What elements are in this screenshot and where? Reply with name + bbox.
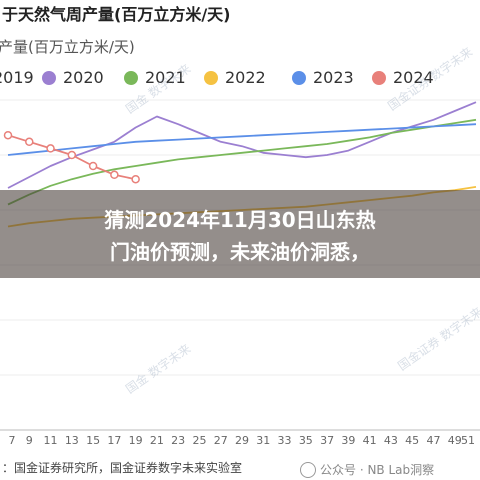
x-tick-label: 49: [447, 434, 462, 447]
banner-line-2: 门油价预测，未来油价洞悉，: [110, 240, 370, 264]
series-point-2024: [3, 130, 13, 140]
logo-text: 公众号 · NB Lab洞察: [320, 463, 435, 477]
legend-label: 2019: [0, 68, 34, 87]
series-point-2024: [88, 161, 98, 171]
x-tick-label: 23: [171, 434, 186, 447]
legend-label: 2023: [313, 68, 354, 87]
banner-line-1: 猜测2024年11月30日山东热: [104, 208, 376, 232]
legend-item-2019: 2019: [0, 66, 34, 90]
series-point-2024: [67, 150, 77, 160]
x-tick-label: 35: [298, 434, 313, 447]
series-point-2024: [46, 144, 55, 153]
x-tick-label: 17: [107, 434, 122, 447]
wechat-icon: [300, 461, 316, 478]
series-line-2023: [7, 123, 477, 156]
x-tick-label: 33: [277, 434, 292, 447]
x-tick-label: 43: [383, 434, 398, 447]
chart-subtitle: 产量(百万立方米/天): [0, 38, 135, 56]
series-point-2024: [25, 137, 34, 147]
series-line-2020: [7, 101, 477, 189]
legend-swatch: [372, 70, 386, 85]
x-tick-label: 15: [86, 434, 101, 447]
x-tick-label: 7: [8, 434, 16, 447]
legend-swatch: [42, 70, 56, 85]
legend-swatch: [204, 70, 218, 85]
x-tick-label: 11: [43, 434, 58, 447]
x-tick-label: 13: [64, 434, 79, 447]
series-line-2021: [7, 118, 477, 206]
x-tick-label: 27: [213, 434, 228, 447]
x-tick-label: 45: [405, 434, 420, 447]
x-tick-label: 21: [149, 434, 164, 447]
x-tick-label: 47: [426, 434, 441, 447]
series-point-2024: [110, 170, 119, 180]
x-tick-label: 39: [341, 434, 356, 447]
x-tick-label: 19: [128, 434, 143, 447]
x-tick-label: 37: [320, 434, 335, 447]
x-tick-label: 25: [192, 434, 207, 447]
chart-title: 于天然气周产量(百万立方米/天): [2, 5, 231, 24]
chart-legend: 2019 2020 2021 2022 2023 2024: [0, 66, 480, 90]
x-tick-label: 29: [235, 434, 249, 447]
legend-label: 2021: [145, 68, 186, 87]
x-tick-label: 31: [256, 434, 271, 447]
legend-item-2020: 2020: [42, 66, 104, 90]
x-tick-label: 41: [362, 434, 377, 447]
legend-item-2023: 2023: [292, 66, 354, 90]
chart-source: ：国金证券研究所，国金证券数字未来实验室: [2, 461, 243, 475]
legend-swatch: [292, 70, 306, 85]
x-tick-label: 9: [25, 434, 33, 447]
legend-item-2024: 2024: [372, 66, 434, 90]
article-banner[interactable]: 猜测2024年11月30日山东热 门油价预测，未来油价洞悉，: [0, 190, 480, 278]
legend-swatch: [124, 70, 138, 85]
x-tick-label: 51: [461, 434, 475, 447]
legend-item-2022: 2022: [204, 66, 266, 90]
wechat-logo: 公众号 · NB Lab洞察: [300, 460, 480, 480]
legend-label: 2020: [63, 68, 104, 87]
banner-headline: 猜测2024年11月30日山东热 门油价预测，未来油价洞悉，: [20, 204, 460, 268]
legend-item-2021: 2021: [124, 66, 186, 90]
legend-label: 2022: [225, 68, 266, 87]
series-point-2024: [131, 174, 140, 184]
legend-label: 2024: [393, 68, 434, 87]
